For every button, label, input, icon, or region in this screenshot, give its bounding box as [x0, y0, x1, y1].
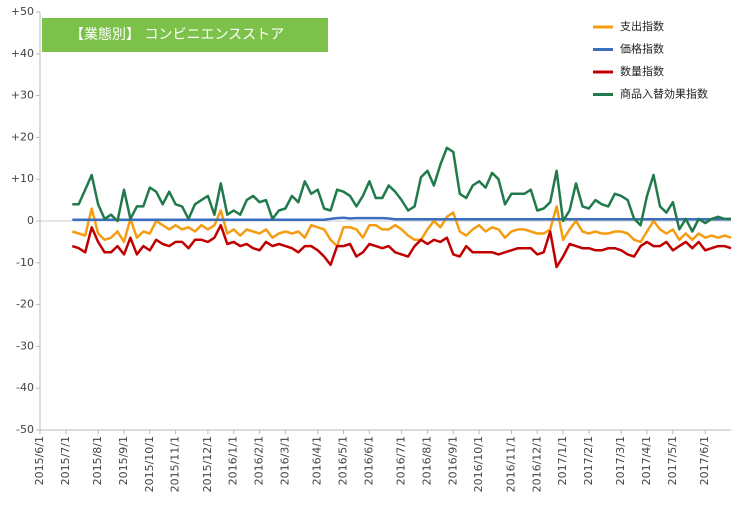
y-tick-label: -50 [16, 423, 34, 436]
y-tick-label: -20 [16, 298, 34, 311]
series-line [72, 216, 731, 221]
x-tick-label: 2016/8/1 [420, 436, 433, 485]
chart-title: 【業態別】 コンビニエンスストア [70, 27, 284, 43]
series-line [72, 146, 731, 233]
series-line [71, 205, 732, 248]
x-tick-label: 2016/6/1 [362, 436, 375, 485]
x-tick-label: 2016/7/1 [395, 436, 408, 485]
y-tick-label: +30 [11, 89, 34, 102]
legend-label: 数量指数 [620, 64, 664, 78]
x-tick-label: 2016/2/1 [253, 436, 266, 485]
x-tick-label: 2017/4/1 [640, 436, 653, 485]
series-line [71, 223, 732, 269]
x-tick-label: 2017/2/1 [582, 436, 595, 485]
legend-label: 支出指数 [620, 19, 664, 33]
x-tick-label: 2015/7/1 [59, 436, 72, 485]
x-tick-label: 2015/9/1 [117, 436, 130, 485]
legend-label: 商品入替効果指数 [620, 87, 708, 101]
y-tick-label: +40 [11, 47, 34, 60]
x-tick-label: 2017/3/1 [614, 436, 627, 485]
x-tick-label: 2017/1/1 [556, 436, 569, 485]
y-tick-label: 0 [27, 214, 34, 227]
y-tick-label: +50 [11, 5, 34, 18]
x-tick-label: 2016/1/1 [227, 436, 240, 485]
x-tick-label: 2016/4/1 [311, 436, 324, 485]
x-tick-label: 2017/5/1 [666, 436, 679, 485]
x-tick-label: 2015/10/1 [143, 436, 156, 492]
y-tick-label: -40 [16, 381, 34, 394]
x-tick-label: 2015/8/1 [91, 436, 104, 485]
y-tick-label: -10 [16, 256, 34, 269]
x-tick-label: 2017/6/1 [698, 436, 711, 485]
x-tick-label: 2016/12/1 [530, 436, 543, 492]
y-tick-label: +20 [11, 130, 34, 143]
title-box [42, 18, 328, 52]
x-tick-label: 2016/3/1 [278, 436, 291, 485]
x-tick-label: 2015/11/1 [169, 436, 182, 492]
x-tick-label: 2016/10/1 [472, 436, 485, 492]
legend-label: 価格指数 [620, 42, 664, 56]
y-tick-label: -30 [16, 339, 34, 352]
x-tick-label: 2016/11/1 [504, 436, 517, 492]
y-tick-label: +10 [11, 172, 34, 185]
x-tick-label: 2015/12/1 [201, 436, 214, 492]
x-tick-label: 2016/5/1 [337, 436, 350, 485]
x-tick-label: 2015/6/1 [33, 436, 46, 485]
x-tick-label: 2016/9/1 [446, 436, 459, 485]
